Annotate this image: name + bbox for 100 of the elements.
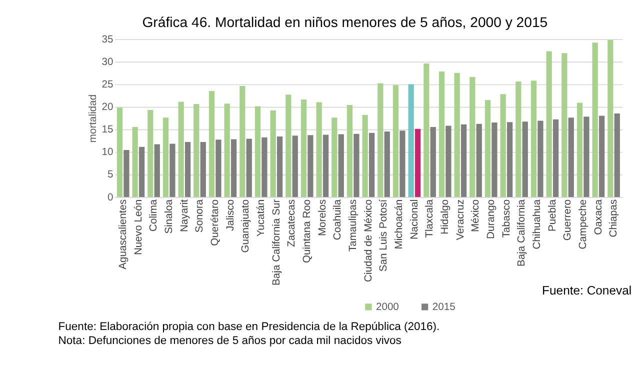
bar [346,104,353,197]
bar [506,122,513,197]
x-tick-label: Coahuila [332,199,344,240]
bar [246,138,252,197]
x-tick-label: Chiapas [608,199,620,238]
x-tick-label: Durango [486,199,497,239]
bar [132,127,138,197]
x-tick-label: Querétaro [210,199,221,246]
x-tick-label: Guerrero [562,199,574,241]
bar [138,146,145,197]
x-tick-label: Oaxaca [593,199,604,235]
source-note: Fuente: Elaboración propia con base en Presidencia de la República (2016). [58,320,440,333]
bar [454,72,460,197]
bar [184,142,191,197]
bar [338,134,344,197]
x-tick-label: Puebla [547,199,558,232]
bar [476,124,482,197]
bar [154,144,160,197]
y-tick-label: 35 [102,34,114,46]
bar [430,127,436,197]
bar [200,142,206,197]
bar [438,72,445,197]
bar [124,150,130,197]
x-tick-label: Jalisco [225,199,236,231]
source-note: Fuente: Coneval [542,284,632,298]
x-tick-label: Quintana Roo [302,199,313,264]
x-tick-label: México [470,199,482,232]
bar [368,132,375,197]
bar [224,104,230,197]
bar [530,80,537,197]
bar [300,100,307,197]
legend-label: 2000 [376,302,400,313]
x-tick-label: Ciudad de México [363,199,374,282]
x-tick-label: San Luis Potosí [378,199,390,272]
bar [316,102,322,197]
bar [116,108,123,197]
x-tick-label: Colima [148,199,160,232]
bar [516,81,522,197]
bar [400,130,406,197]
x-tick-label: Michoacán [394,199,405,250]
text: Nota: Defunciones de menores de 5 años por cada mil nacidos vivos [58,335,402,348]
y-tick-label: 10 [102,147,114,158]
bar [170,144,176,197]
x-tick-label: Nuevo León [133,199,144,256]
x-tick-label: Campeche [578,199,589,250]
x-tick-label: Morelos [317,199,328,236]
bar [292,136,298,197]
bar [470,76,476,197]
y-tick-label: 5 [108,170,114,181]
y-axis-title: mortalidad [88,94,100,143]
bar [500,94,506,197]
x-tick-label: Guanajuato [240,199,252,253]
bar [216,140,222,197]
x-tick-label: Tamaulipas [348,199,359,252]
x-tick-label: Chihuahua [532,199,543,250]
bar [598,116,605,197]
x-tick-label: Hidalgo [440,199,451,234]
x-tick-label: Nacional [409,199,420,240]
y-tick-label: 30 [102,56,114,68]
x-tick-label: Baja California Sur [271,198,282,286]
bar [378,83,384,197]
bar [162,118,169,197]
bar [614,114,620,197]
bar [522,122,528,197]
x-tick-label: Yucatán [256,199,267,237]
x-tick-label: Baja California [516,199,528,266]
bar [424,63,430,197]
bar [286,94,292,197]
x-tick-label: Zacatecas [286,199,298,247]
bar [270,110,276,197]
bar [332,118,338,197]
bar [538,120,544,197]
bar [446,126,452,197]
bar [178,102,184,197]
y-tick-label: 25 [102,79,114,90]
bar [568,118,574,197]
legend-label: 2015 [432,302,456,313]
bar [194,104,200,197]
bar [230,139,237,197]
bar [276,136,283,197]
bar [484,100,491,197]
bar [492,122,498,197]
bar [308,135,314,197]
bar [592,42,598,197]
bar [552,119,559,197]
x-tick-label: Tlaxcala [424,199,436,238]
x-tick-label: Sonora [194,199,206,233]
x-tick-label: Sinaloa [164,199,175,234]
bar [608,40,614,197]
bar [262,137,268,197]
bar [148,110,154,197]
chart-title: Gráfica 46. Mortalidad en niños menores de 5 años, 2000 y 2015 [142,14,548,30]
bar [576,102,583,197]
bar [546,51,552,197]
x-tick-label: Aguascalientes [118,199,129,270]
bar [392,85,399,197]
bar [354,134,360,197]
bar [208,90,215,197]
bar [362,114,368,197]
bar [562,53,568,197]
